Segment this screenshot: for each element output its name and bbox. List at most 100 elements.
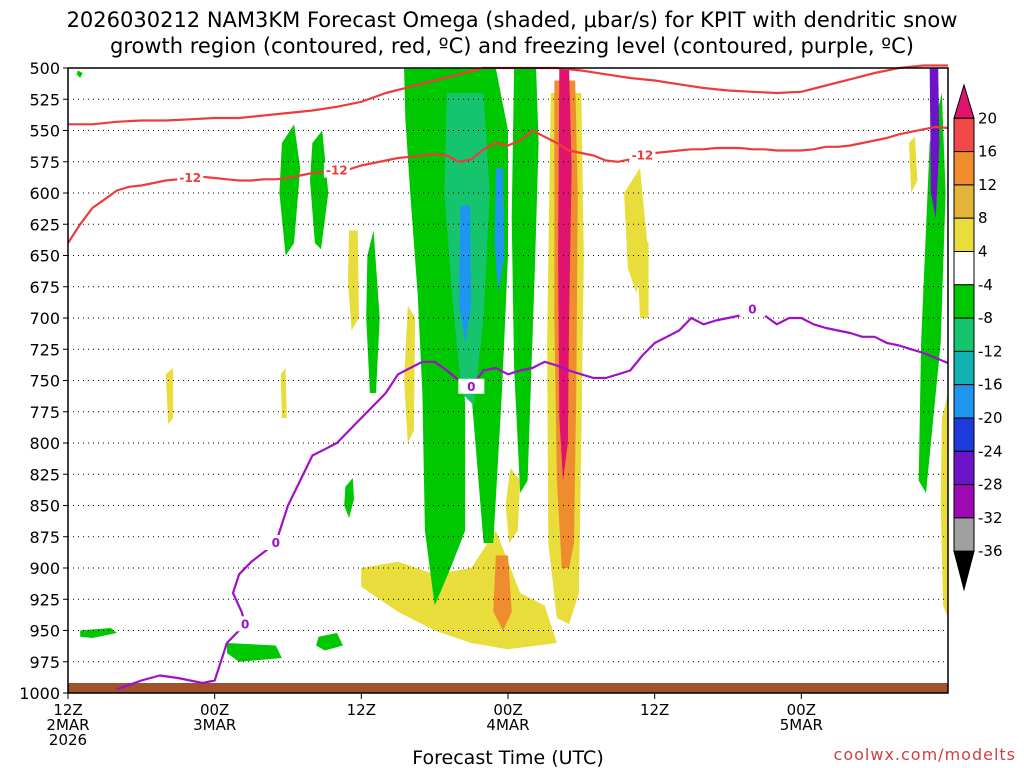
omega-green-right [511,68,539,493]
omega-yellow-far-right-2 [940,393,948,618]
omega-blue-core-2 [494,168,505,293]
y-tick-label-825: 825 [29,465,60,484]
y-tick-label-600: 600 [29,184,60,203]
x-tick-label-0-2: 2026 [49,731,87,749]
contour-label-bg [232,616,259,632]
y-tick-label-525: 525 [29,90,60,109]
omega-yellow-right-col [624,168,648,293]
x-tick-label-5-0: 00Z [787,701,816,719]
colorbar-arrow-bottom [953,550,975,592]
y-tick-label-650: 650 [29,247,60,266]
credit-text: coolwx.com/modelts [834,745,1016,764]
y-tick-label-775: 775 [29,403,60,422]
colorbar-swatch-3 [953,184,975,219]
contour-label-red-dgz-lower: -12 [179,171,201,185]
colorbar-swatch-1 [953,117,975,153]
y-tick-label-625: 625 [29,215,60,234]
colorbar-swatch-2 [953,151,975,186]
x-tick-label-0-0: 12Z [53,701,82,719]
x-tick-label-3-1: 4MAR [486,716,529,734]
contour-label-bg [629,147,656,163]
colorbar-swatch-12 [953,484,975,519]
omega-blue-core [459,205,472,343]
omega-green-col-b [310,130,329,250]
omega-yellow-narrow-2 [280,368,287,418]
x-tick-label-1-0: 00Z [200,701,229,719]
contour-label-red-dgz-lower: -12 [326,164,348,178]
colorbar: 20 16 12 8 4 -4 -8 -12 -16 -20 -24 -28 -32 -36 [953,83,1003,592]
colorbar-label-12: 12 [978,176,997,194]
colorbar-label--16: -16 [978,376,1003,394]
colorbar-label-8: 8 [978,209,988,227]
omega-yellow-strip-a [347,230,359,331]
colorbar-label--28: -28 [978,476,1003,494]
contour-label-purple-freezing-level: 0 [748,302,756,316]
x-tick-label-1-1: 3MAR [193,716,236,734]
omega-green-col-a [279,124,301,256]
contour-label-bg [739,301,766,317]
y-axis-pressure: 500 525 550 575 600 625 650 675 700 725 750 775 800 8… [19,59,68,703]
y-tick-label-725: 725 [29,340,60,359]
y-tick-label-800: 800 [29,434,60,453]
colorbar-label--4: -4 [978,276,993,294]
chart-title-line-1: 2026030212 NAM3KM Forecast Omega (shaded… [67,8,958,32]
y-tick-label-550: 550 [29,122,60,141]
omega-shading [76,68,948,662]
red-dgz-lower [67,125,949,244]
omega-orange-core [493,555,512,631]
contour-label-bg [323,162,350,178]
x-axis-label: Forecast Time (UTC) [412,747,603,768]
terrain-ground [68,683,948,693]
contour-label-bg [177,170,204,185]
y-tick-label-850: 850 [29,497,60,516]
x-tick-label-0-1: 2MAR [46,716,89,734]
contour-lines: -12 -12 -12 0 0 0 0 [67,64,949,691]
omega-green-small-3 [226,643,282,662]
colorbar-label--24: -24 [978,442,1003,460]
y-tick-label-925: 925 [29,590,60,609]
gridlines [68,98,948,663]
y-tick-label-500: 500 [29,59,60,78]
colorbar-swatch-13 [953,517,975,552]
y-tick-label-1000: 1000 [19,684,60,703]
contour-label-purple-freezing-level: 0 [272,536,280,550]
colorbar-label--12: -12 [978,342,1003,360]
omega-yellow-strip-b [404,305,416,443]
colorbar-swatch-11 [953,450,975,486]
omega-yellow-upper-mid [505,468,521,543]
y-tick-label-675: 675 [29,278,60,297]
y-tick-label-900: 900 [29,559,60,578]
chart-title-line-2: growth region (contoured, red, ºC) and f… [110,34,914,58]
colorbar-label--32: -32 [978,509,1003,527]
y-tick-label-750: 750 [29,372,60,391]
x-tick-label-5-1: 5MAR [780,716,823,734]
omega-green-small-1 [344,478,354,518]
omega-red-column [558,68,572,481]
y-tick-label-700: 700 [29,309,60,328]
colorbar-arrow-top [953,83,975,119]
contour-label-bg [262,535,289,550]
omega-green-strip [366,230,380,393]
colorbar-swatch-6 [953,284,975,319]
omega-yellow-far-right [908,136,918,193]
colorbar-label-4: 4 [978,243,988,261]
omega-purple-far-right [929,68,940,218]
colorbar-label--20: -20 [978,409,1003,427]
contour-label-red-dgz-lower: -12 [632,149,654,163]
x-tick-label-4-0: 12Z [640,701,669,719]
omega-green-left-top [76,70,83,78]
colorbar-label--8: -8 [978,309,993,327]
purple-freezing-level [116,308,949,691]
colorbar-swatch-9 [953,384,975,419]
contour-label-purple-freezing-level: 0 [467,380,475,394]
colorbar-swatch-8 [953,350,975,386]
y-tick-label-975: 975 [29,653,60,672]
y-tick-label-950: 950 [29,622,60,641]
contour-label-purple-freezing-level: 0 [241,617,249,631]
x-tick-label-2-0: 12Z [347,701,376,719]
colorbar-swatch-4 [953,217,975,252]
contour-label-bg [458,378,485,394]
omega-green-small-4 [316,633,343,651]
